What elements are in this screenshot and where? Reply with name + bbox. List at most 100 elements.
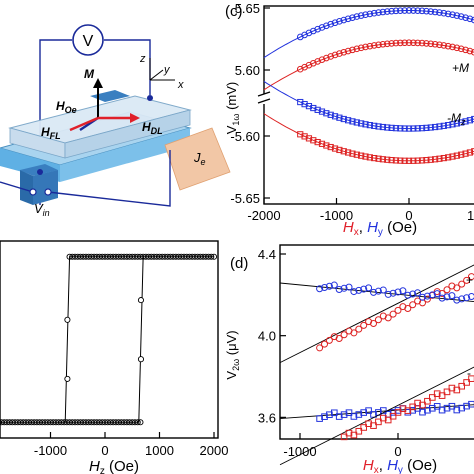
data-point [424, 397, 431, 405]
panel-d-label: (d) [230, 255, 248, 272]
data-point [316, 344, 324, 352]
data-point [345, 283, 353, 291]
data-point [360, 409, 367, 416]
data-point [331, 145, 339, 152]
data-point [471, 115, 474, 123]
data-point [466, 15, 474, 23]
data-point [445, 122, 452, 129]
data-point [316, 415, 323, 422]
data-point [350, 413, 358, 420]
data-point [323, 142, 330, 149]
data-point [388, 124, 395, 131]
data-point [336, 114, 343, 121]
data-point [371, 154, 378, 162]
data-point [323, 22, 330, 30]
data-point [404, 291, 412, 299]
fit-curve [263, 42, 474, 91]
m-label: M [84, 67, 95, 81]
data-point [399, 405, 407, 412]
data-point [410, 39, 417, 47]
je-label: Je [193, 150, 206, 167]
data-point [397, 157, 404, 164]
data-point [419, 293, 426, 301]
data-point [370, 320, 377, 328]
data-point [331, 113, 339, 120]
data-point [440, 122, 447, 129]
data-point [380, 407, 387, 414]
data-point [323, 54, 330, 62]
data-point [321, 413, 328, 420]
data-point [448, 402, 456, 410]
data-point [64, 375, 71, 382]
y-tick-label: 4.0 [258, 329, 276, 344]
data-point [449, 121, 456, 128]
data-point [427, 156, 434, 163]
data-point [405, 157, 413, 164]
axis-break-mask [262, 94, 270, 104]
data-point [463, 379, 470, 386]
data-point [384, 124, 391, 131]
data-point [440, 9, 448, 17]
data-point [379, 156, 386, 163]
data-point [366, 10, 374, 18]
data-point [370, 422, 377, 429]
data-point [438, 406, 446, 414]
data-point [401, 125, 408, 132]
data-point [448, 384, 456, 392]
data-point [340, 433, 348, 441]
data-point [340, 16, 348, 24]
data-point [374, 316, 382, 324]
data-point [429, 404, 436, 412]
data-point [453, 284, 461, 292]
data-point [405, 7, 413, 14]
data-point [401, 7, 408, 14]
data-point [345, 409, 353, 416]
panel-c-ylabel: V1ω (mV) [224, 82, 241, 135]
data-point [431, 8, 439, 16]
data-point [423, 124, 430, 131]
data-point [449, 43, 456, 51]
x-tick-label: 0 [405, 208, 412, 223]
data-point [423, 40, 430, 47]
wire-right [104, 39, 151, 95]
data-point [458, 382, 465, 390]
data-point [409, 403, 416, 411]
data-point [355, 427, 363, 435]
data-point [340, 411, 348, 418]
data-point [436, 123, 443, 130]
data-point [423, 157, 430, 164]
data-point [466, 117, 473, 124]
data-point [137, 297, 145, 304]
data-point [360, 285, 368, 293]
fit-curve [263, 113, 474, 162]
data-point [418, 157, 426, 164]
pad-bottom-front [20, 170, 33, 205]
data-point [468, 400, 474, 408]
data-point [379, 286, 387, 294]
data-point [443, 286, 451, 294]
fit-line [279, 366, 474, 466]
data-point [384, 314, 392, 322]
data-point [397, 125, 404, 132]
contact-dot [37, 169, 43, 175]
data-point [470, 16, 474, 24]
data-point [350, 329, 358, 337]
data-point [325, 282, 333, 290]
panel-d-frame [279, 244, 474, 440]
vin-label: Vin [34, 201, 50, 218]
hdl-label: HDL [142, 120, 163, 136]
data-point [388, 40, 395, 47]
data-point [405, 39, 413, 47]
data-point [379, 8, 387, 16]
data-point [362, 121, 369, 128]
y-tick-label: 5.60 [235, 63, 260, 78]
data-point [345, 149, 352, 156]
data-point [414, 39, 422, 47]
data-point [355, 325, 363, 333]
pad-bottom-side [33, 170, 58, 205]
panel-c-legend-plus: +M [452, 61, 469, 75]
panel-b-marks [0, 253, 218, 426]
data-point [310, 137, 317, 144]
data-point [316, 285, 324, 293]
data-point [349, 14, 356, 21]
